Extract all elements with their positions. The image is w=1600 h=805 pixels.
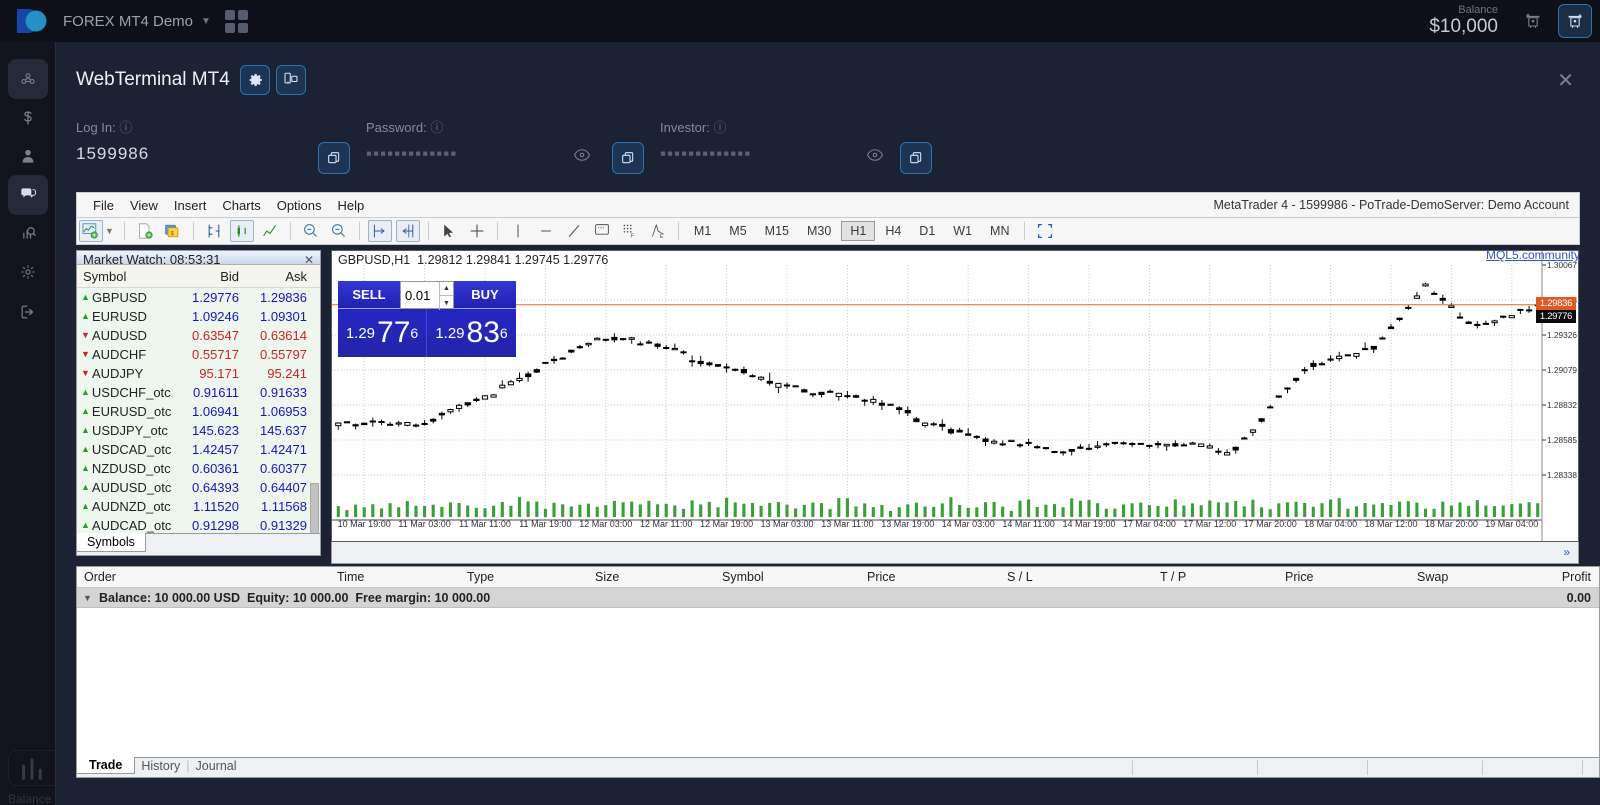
svg-text:F: F [631, 233, 635, 239]
svg-text:1.29079: 1.29079 [1547, 365, 1577, 375]
svg-text:1.28338: 1.28338 [1547, 470, 1577, 480]
svg-text:1.28585: 1.28585 [1547, 435, 1577, 445]
svg-text:1.28832: 1.28832 [1547, 400, 1577, 410]
svg-text:E: E [660, 234, 664, 239]
svg-text:1.29326: 1.29326 [1547, 330, 1577, 340]
